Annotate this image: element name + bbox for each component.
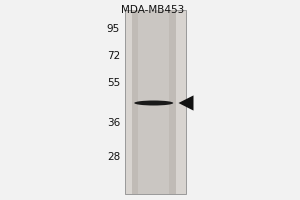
Text: 28: 28 (107, 152, 120, 162)
Text: 36: 36 (107, 118, 120, 128)
Ellipse shape (134, 100, 173, 106)
Polygon shape (178, 95, 194, 111)
Bar (132, 10, 176, 194)
Bar (138, 10, 169, 194)
Text: 95: 95 (107, 24, 120, 34)
Text: 55: 55 (107, 78, 120, 88)
Text: MDA-MB453: MDA-MB453 (122, 5, 184, 15)
Bar (124, 10, 186, 194)
Text: 72: 72 (107, 51, 120, 61)
